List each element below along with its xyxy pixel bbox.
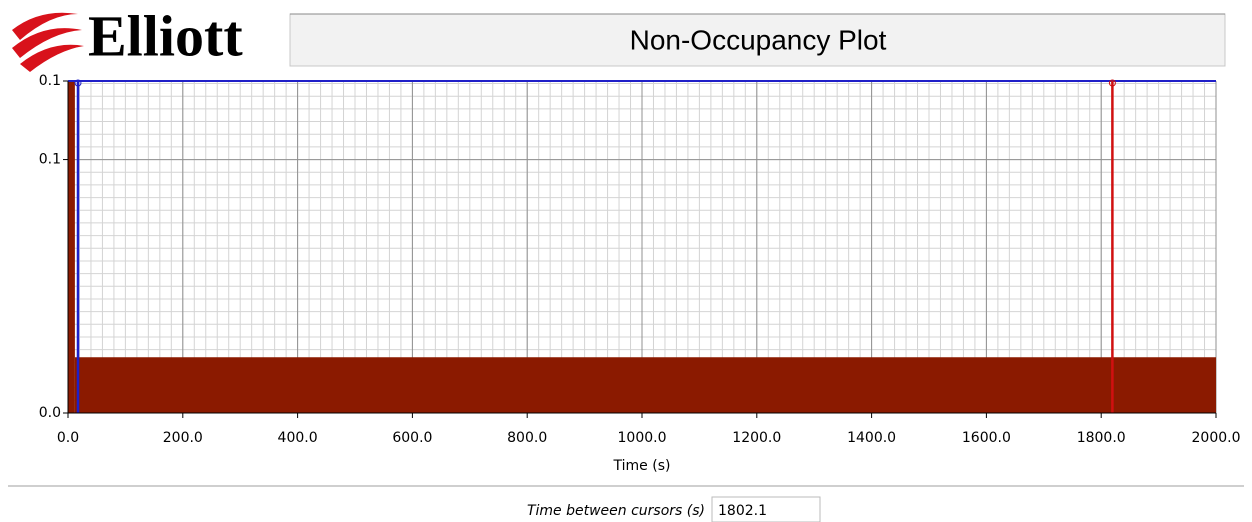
title-box — [289, 13, 1226, 67]
y-tick-label: 0.0 — [39, 405, 61, 421]
cursor-handle — [1108, 79, 1116, 87]
y-tick-label: 0.1 — [39, 152, 61, 168]
cursor-handle — [74, 79, 82, 87]
x-axis-label: Time (s) — [613, 458, 671, 474]
x-tick-label: 200.0 — [163, 430, 203, 446]
plot: 0.0 200.0 400.0 600.0 800.0 1000.0 1200.0 1400.… — [39, 73, 1241, 446]
x-tick-label: 1000.0 — [618, 430, 667, 446]
y-tick-label: 0.1 — [39, 73, 61, 89]
x-tick-label: 1800.0 — [1077, 430, 1126, 446]
x-tick-label: 400.0 — [278, 430, 318, 446]
readout-value: 1802.1 — [718, 503, 767, 519]
logo: Elliott — [88, 3, 243, 68]
x-tick-label: 1200.0 — [732, 430, 781, 446]
bar — [74, 357, 1217, 413]
chart-title: Non-Occupancy Plot — [630, 24, 887, 55]
logo-swoosh — [12, 12, 84, 72]
x-tick-label: 800.0 — [507, 430, 547, 446]
readout-box — [711, 496, 821, 522]
x-tick-label: 1400.0 — [847, 430, 896, 446]
x-tick-label: 2000.0 — [1192, 430, 1241, 446]
x-tick-label: 0.0 — [57, 430, 79, 446]
x-tick-label: 1600.0 — [962, 430, 1011, 446]
x-tick-label: 600.0 — [392, 430, 432, 446]
bar — [68, 81, 75, 413]
readout-label: Time between cursors (s) — [527, 503, 705, 519]
